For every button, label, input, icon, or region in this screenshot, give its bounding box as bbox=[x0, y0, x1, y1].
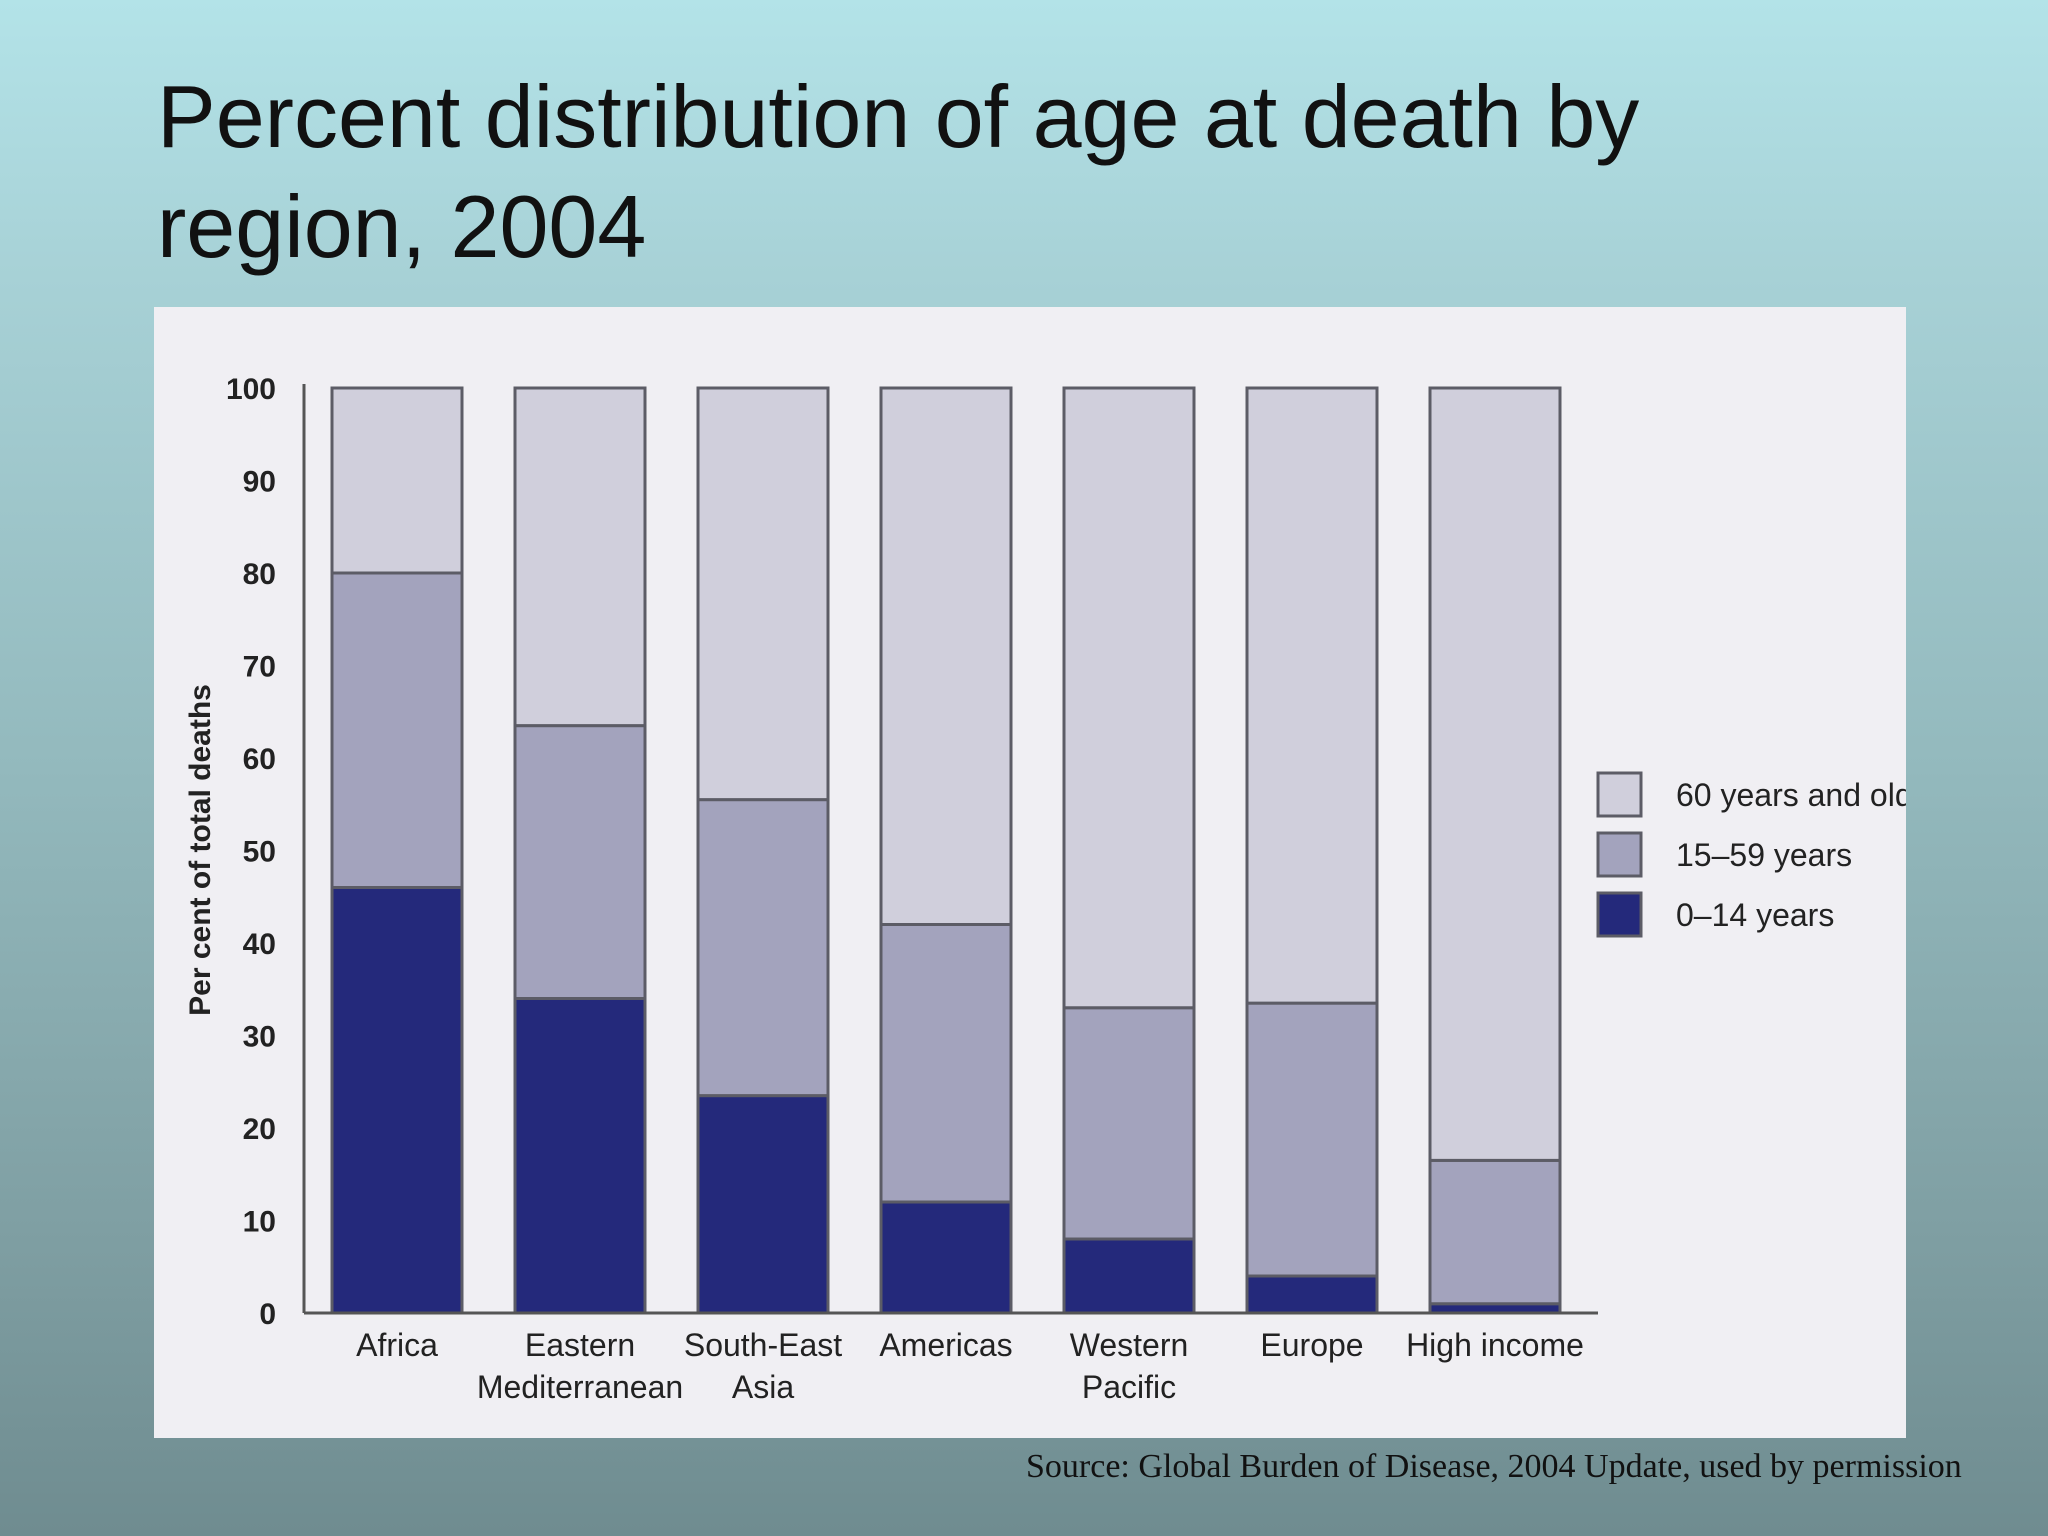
bar-segment bbox=[1428, 1158, 1562, 1306]
y-ticks-group: 0 10 20 30 40 50 60 70 80 90 100 bbox=[226, 373, 276, 1331]
y-tick-label: 60 bbox=[243, 743, 276, 776]
y-axis-label: Per cent of total deaths bbox=[184, 684, 217, 1016]
bar-segment bbox=[330, 886, 464, 1315]
bars-group bbox=[330, 386, 1562, 1315]
legend-label: 15–59 years bbox=[1676, 837, 1852, 873]
bar-segment bbox=[1062, 386, 1196, 1010]
x-tick-label: Europe bbox=[1260, 1327, 1363, 1363]
legend-swatch bbox=[1596, 891, 1643, 938]
bar-segment bbox=[879, 386, 1013, 926]
y-tick-label: 20 bbox=[243, 1113, 276, 1146]
bar-segment bbox=[1062, 1237, 1196, 1315]
source-note: Source: Global Burden of Disease, 2004 U… bbox=[1026, 1448, 1962, 1485]
bar-segment bbox=[696, 798, 830, 1098]
y-tick-label: 80 bbox=[243, 558, 276, 591]
bar-segment bbox=[696, 386, 830, 802]
bar-segment bbox=[330, 571, 464, 889]
x-tick-label: Africa bbox=[356, 1327, 438, 1363]
x-tick-label: South-East Asia bbox=[684, 1327, 842, 1405]
x-tick-label: Eastern Mediterranean bbox=[477, 1327, 683, 1405]
legend-group: 60 years and older 15–59 years 0–14 years bbox=[1596, 771, 1906, 938]
x-tick-label: Americas bbox=[879, 1327, 1012, 1363]
axes-group bbox=[302, 384, 1598, 1315]
bar-segment bbox=[696, 1094, 830, 1315]
y-tick-label: 90 bbox=[243, 466, 276, 499]
x-tick-label: Western Pacific bbox=[1070, 1327, 1189, 1405]
y-tick-label: 50 bbox=[243, 836, 276, 869]
y-tick-label: 10 bbox=[243, 1206, 276, 1239]
y-tick-label: 100 bbox=[226, 373, 276, 406]
bar-segment bbox=[879, 1200, 1013, 1315]
y-tick-label: 40 bbox=[243, 928, 276, 961]
y-tick-label: 30 bbox=[243, 1021, 276, 1054]
legend-label: 60 years and older bbox=[1676, 777, 1906, 813]
stacked-bar-chart: 0 10 20 30 40 50 60 70 80 90 100 Africa Eastern Medi… bbox=[184, 373, 1906, 1405]
bar-segment bbox=[879, 923, 1013, 1204]
bar-segment bbox=[513, 997, 647, 1315]
bar-segment bbox=[1245, 386, 1379, 1005]
bar-segment bbox=[330, 386, 464, 575]
y-tick-label: 70 bbox=[243, 651, 276, 684]
bar-segment bbox=[1245, 1274, 1379, 1315]
bar-segment bbox=[1245, 1001, 1379, 1278]
x-tick-label: High income bbox=[1406, 1327, 1584, 1363]
legend-label: 0–14 years bbox=[1676, 897, 1834, 933]
y-tick-label: 0 bbox=[259, 1298, 276, 1331]
bar-segment bbox=[513, 386, 647, 728]
slide-title: Percent distribution of age at death by … bbox=[157, 67, 1640, 276]
bar-segment bbox=[1428, 386, 1562, 1162]
legend-swatch bbox=[1596, 771, 1643, 818]
bar-segment bbox=[513, 724, 647, 1000]
legend-swatch bbox=[1596, 831, 1643, 878]
chart-panel: 0 10 20 30 40 50 60 70 80 90 100 Africa Eastern Medi… bbox=[154, 307, 1906, 1438]
bar-segment bbox=[1062, 1006, 1196, 1241]
